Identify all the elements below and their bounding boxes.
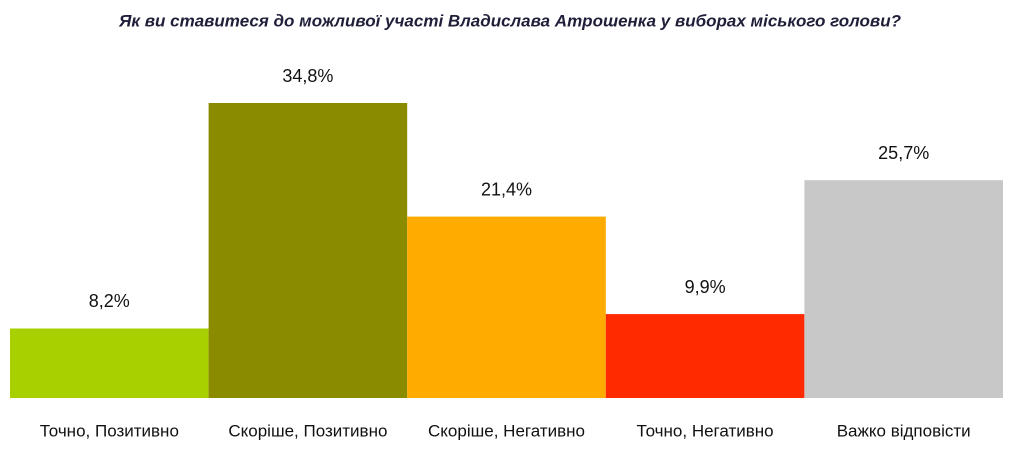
chart-title: Як ви ставитеся до можливої участі Влади… [118,11,902,30]
bar [10,328,209,398]
value-label: 9,9% [685,277,726,297]
x-tick-label: Важко відповісти [837,421,971,440]
x-tick-label: Точно, Негативно [637,421,774,440]
bar [605,314,805,398]
bar [208,103,408,398]
value-label: 25,7% [878,143,929,163]
x-tick-label: Скоріше, Негативно [428,421,585,440]
value-label: 21,4% [481,179,532,199]
value-label: 34,8% [282,66,333,86]
bar [804,180,1003,398]
x-tick-label: Скоріше, Позитивно [228,421,387,440]
value-label: 8,2% [89,291,130,311]
x-tick-label: Точно, Позитивно [40,421,179,440]
bar [407,216,606,398]
